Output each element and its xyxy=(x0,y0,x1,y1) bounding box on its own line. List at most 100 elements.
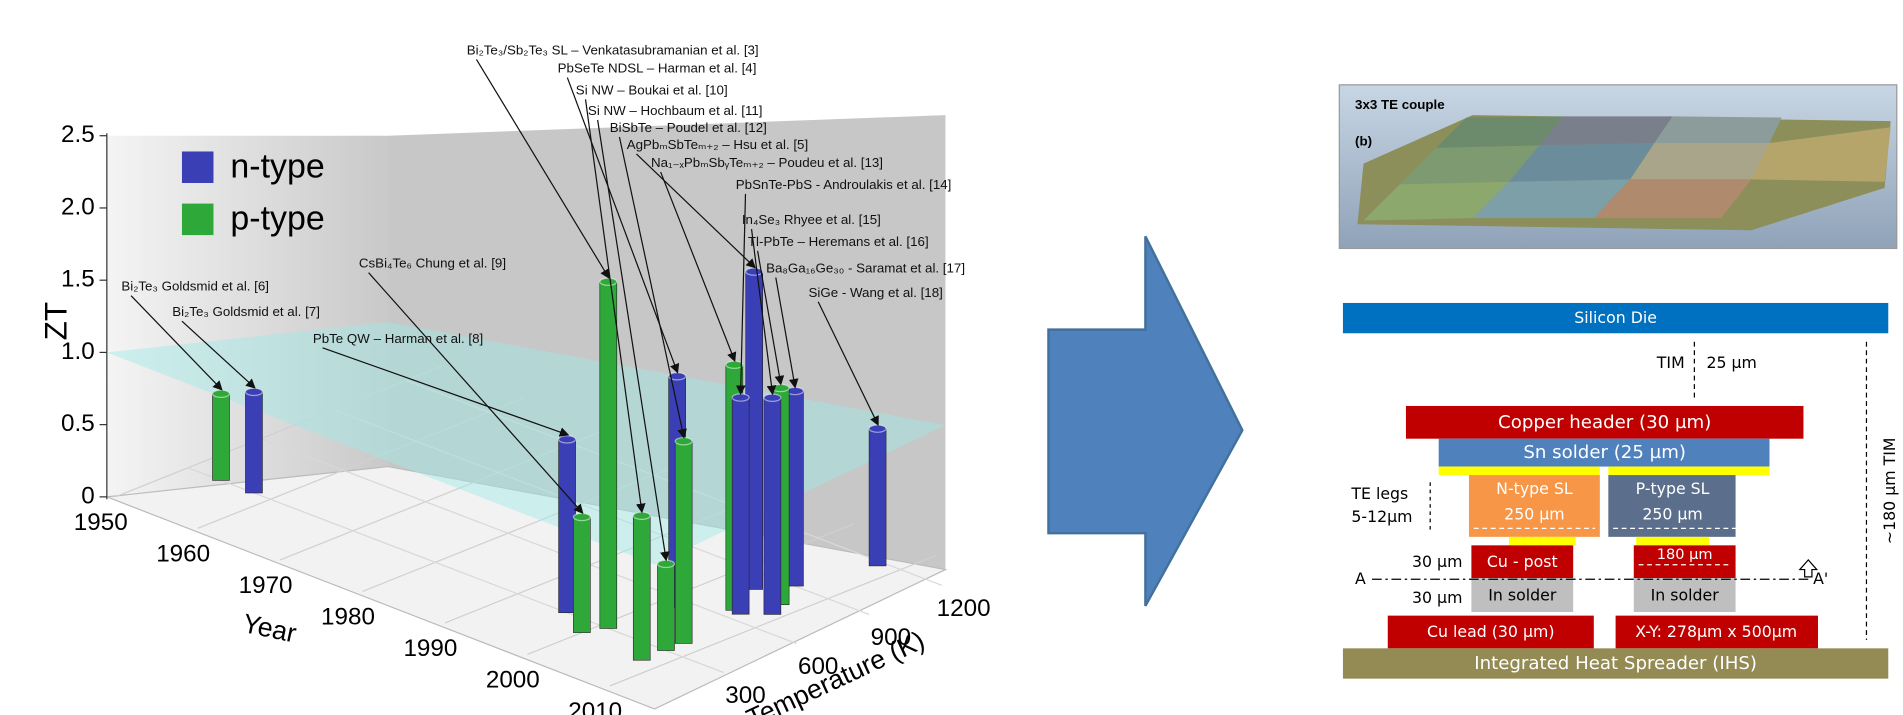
p-leg-width: 250 µm xyxy=(1642,505,1702,524)
bar-annotation: PbTe QW – Harman et al. [8] xyxy=(313,331,483,346)
bar xyxy=(869,429,886,566)
y-tick-label: 1.5 xyxy=(61,266,95,293)
x-tick-label: 1980 xyxy=(321,603,375,630)
te-couple-photo: 3x3 TE couple (b) xyxy=(1339,85,1896,249)
bar-annotation: In₄Se₃ Rhyee et al. [15] xyxy=(742,212,881,227)
tim-label: TIM xyxy=(1656,353,1685,372)
bar xyxy=(633,516,650,660)
x-tick-label: 1960 xyxy=(156,540,210,567)
bar xyxy=(559,439,576,612)
te-legs-label: TE legs xyxy=(1350,484,1408,503)
bar-annotation: PbSnTe-PbS - Androulakis et al. [14] xyxy=(736,177,952,192)
zt-chart: ZT Year Temperature (K) 00.51.01.52.02.5… xyxy=(38,42,991,715)
bar-annotation: Ba₈Ga₁₆Ge₃₀ - Saramat et al. [17] xyxy=(766,261,965,276)
total-label: ~180 µm TIM xyxy=(1880,438,1899,544)
post-width: 180 µm xyxy=(1657,547,1713,563)
bar xyxy=(675,441,692,643)
bar-cap xyxy=(658,560,675,567)
bar-annotation: Si NW – Hochbaum et al. [11] xyxy=(588,103,763,118)
bar-annotation: CsBi₄Te₆ Chung et al. [9] xyxy=(359,256,506,271)
bar xyxy=(732,398,749,615)
y-tick-label: 1.0 xyxy=(61,338,95,365)
x-axis-title: Year xyxy=(240,608,299,649)
bar-cap xyxy=(600,278,617,285)
figure: ZT Year Temperature (K) 00.51.01.52.02.5… xyxy=(0,0,1903,715)
bar-cap xyxy=(245,388,262,395)
bar-cap xyxy=(746,268,763,275)
temperature-tick-label: 1200 xyxy=(937,595,991,622)
photo-tile xyxy=(1630,143,1769,179)
y-axis-title: ZT xyxy=(38,302,74,340)
in-solder-right-label: In solder xyxy=(1651,586,1720,605)
bar-cap xyxy=(213,390,230,397)
sn-solder-label: Sn solder (25 µm) xyxy=(1523,442,1686,463)
n-leg-label: N-type SL xyxy=(1496,479,1573,498)
section-a-prime: A' xyxy=(1813,569,1828,588)
photo-title: 3x3 TE couple xyxy=(1355,97,1445,112)
legend-label: n-type xyxy=(230,147,324,185)
barrier xyxy=(1636,537,1709,545)
die-label: Silicon Die xyxy=(1574,308,1657,327)
transition-arrow xyxy=(1048,236,1242,606)
copper-header-label: Copper header (30 µm) xyxy=(1498,412,1711,433)
bar xyxy=(658,564,675,651)
te-legs-height: 5-12µm xyxy=(1351,507,1412,526)
solder-height: 30 µm xyxy=(1412,588,1462,607)
barrier xyxy=(1608,467,1769,475)
legend-swatch xyxy=(182,204,214,236)
x-tick-label: 1950 xyxy=(74,509,128,536)
bar-annotation: Bi₂Te₃/Sb₂Te₃ SL – Venkatasubramanian et… xyxy=(467,42,759,57)
legend-label: p-type xyxy=(230,200,324,238)
bar-annotation: Bi₂Te₃ Goldsmid et al. [6] xyxy=(121,279,269,294)
legend-swatch xyxy=(182,151,214,183)
p-leg-label: P-type SL xyxy=(1636,479,1710,498)
bar xyxy=(573,517,590,633)
bar-annotation: BiSbTe – Poudel et al. [12] xyxy=(610,120,767,135)
x-tick-label: 1970 xyxy=(239,572,293,599)
page: {"chart_data": {"type": "bar3d", "ylabel… xyxy=(0,0,1903,715)
photo-tile xyxy=(1654,116,1781,143)
xy-label: X-Y: 278µm x 500µm xyxy=(1635,622,1797,641)
bar-cap xyxy=(732,394,749,401)
temperature-tick-label: 600 xyxy=(798,653,838,680)
bar-annotation: Tl-PbTe – Heremans et al. [16] xyxy=(748,234,929,249)
post-height: 30 µm xyxy=(1412,552,1462,571)
bar-annotation: PbSeTe NDSL – Harman et al. [4] xyxy=(558,61,757,76)
bar xyxy=(213,394,230,481)
bar xyxy=(600,282,617,629)
ihs-label: Integrated Heat Spreader (IHS) xyxy=(1474,653,1757,674)
bar xyxy=(764,398,781,615)
tim-thickness: 25 µm xyxy=(1706,353,1756,372)
temperature-tick-label: 900 xyxy=(871,624,911,651)
bar-annotation: Si NW – Boukai et al. [10] xyxy=(576,82,728,97)
bar xyxy=(245,392,262,493)
n-leg-width: 250 µm xyxy=(1504,505,1564,524)
y-tick-label: 2.0 xyxy=(61,193,95,220)
bar-cap xyxy=(559,436,576,443)
y-tick-label: 2.5 xyxy=(61,121,95,148)
section-a: A xyxy=(1355,569,1366,588)
stack-diagram: Silicon Die TIM 25 µm Copper header (30 … xyxy=(1343,303,1899,679)
x-tick-label: 2010 xyxy=(568,698,622,715)
in-solder-left-label: In solder xyxy=(1488,586,1557,605)
temperature-tick-label: 300 xyxy=(725,682,765,709)
cu-post-label: Cu - post xyxy=(1487,552,1558,571)
barrier xyxy=(1439,467,1600,475)
bar-cap xyxy=(633,512,650,519)
bar-annotation: SiGe - Wang et al. [18] xyxy=(809,285,943,300)
bar-cap xyxy=(764,394,781,401)
y-tick-label: 0 xyxy=(81,482,94,509)
photo-panel-label: (b) xyxy=(1355,133,1372,148)
bar-cap xyxy=(869,425,886,432)
y-tick-label: 0.5 xyxy=(61,410,95,437)
x-tick-label: 2000 xyxy=(486,666,540,693)
bar-annotation: Bi₂Te₃ Goldsmid et al. [7] xyxy=(172,304,320,319)
barrier xyxy=(1509,537,1576,545)
cu-lead-label: Cu lead (30 µm) xyxy=(1427,622,1554,641)
bar-cap xyxy=(726,361,743,368)
bar-cap xyxy=(772,384,789,391)
bar-annotation: Na₁₋ₓPbₘSbᵧTeₘ₊₂ – Poudeu et al. [13] xyxy=(651,155,883,170)
bar-cap xyxy=(573,513,590,520)
bar-cap xyxy=(675,438,692,445)
x-tick-label: 1990 xyxy=(403,635,457,662)
